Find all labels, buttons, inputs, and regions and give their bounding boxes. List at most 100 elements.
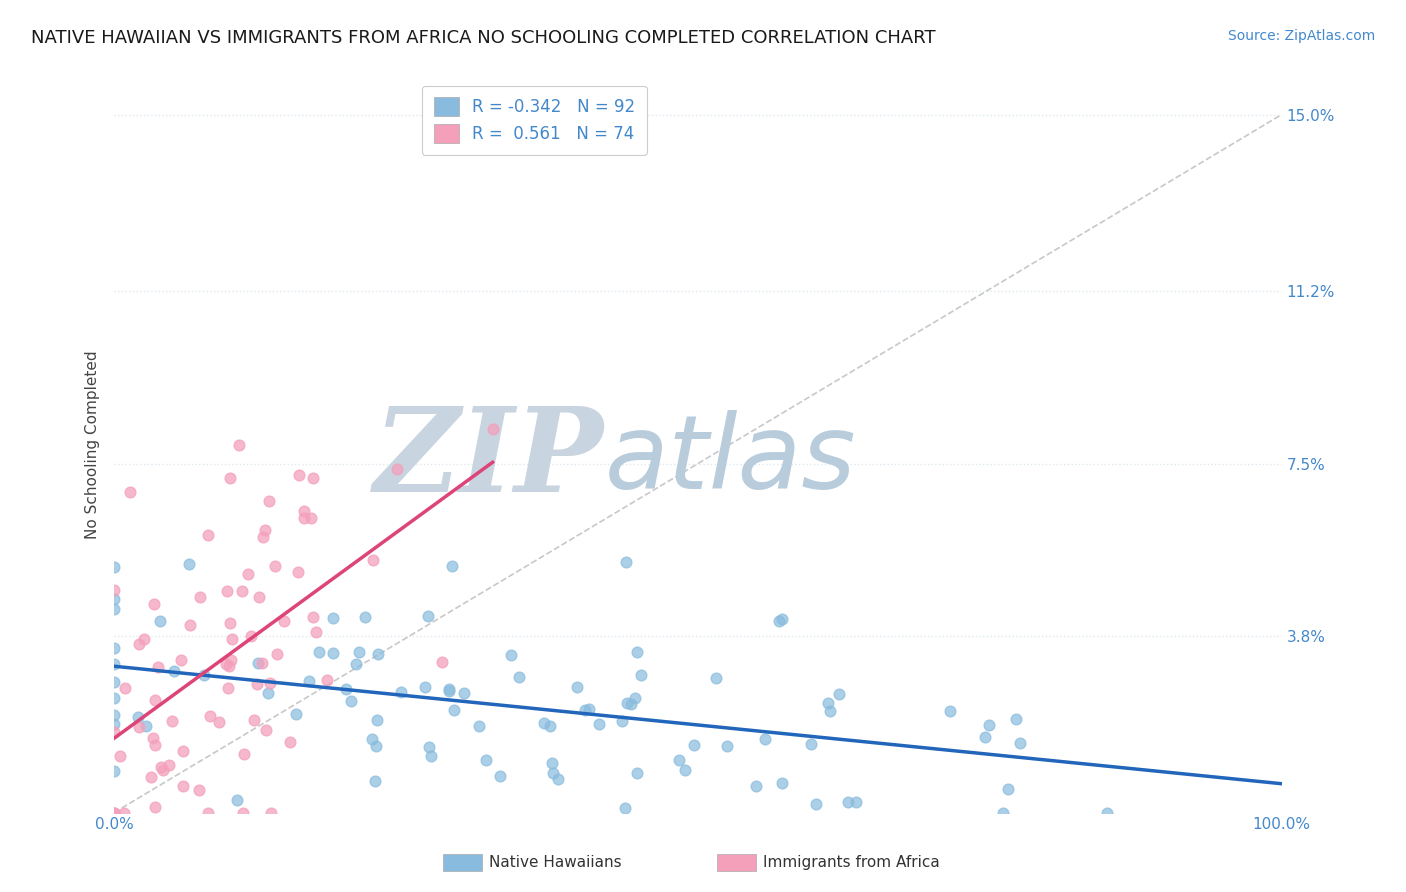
Point [225,793,247,807]
Point [547,772,569,786]
Point [315,673,337,688]
Point [172,744,194,758]
Point [247,591,270,605]
Point [704,672,727,686]
Point [218,615,240,630]
Point [475,753,498,767]
Point [103,592,125,607]
Point [149,615,172,629]
Point [806,797,828,812]
Point [135,719,157,733]
Point [413,680,436,694]
Point [302,610,325,624]
Point [217,681,239,696]
Point [308,645,330,659]
Point [103,675,125,690]
Point [991,805,1014,820]
Point [818,704,841,718]
Point [828,687,851,701]
Point [127,710,149,724]
Point [197,528,219,542]
Text: atlas: atlas [605,409,856,509]
Point [103,717,125,731]
Point [103,602,125,616]
Point [364,773,387,788]
Point [845,795,868,809]
Text: Immigrants from Africa: Immigrants from Africa [763,855,941,870]
Point [264,558,287,573]
Point [236,566,259,581]
Point [385,462,408,476]
Point [103,764,125,778]
Point [588,717,610,731]
Point [363,553,385,567]
Point [1095,805,1118,820]
Point [219,471,242,485]
Point [440,558,463,573]
Point [179,618,201,632]
Point [139,770,162,784]
Point [150,760,173,774]
Point [193,667,215,681]
Point [152,763,174,777]
Point [616,696,638,710]
Point [682,739,704,753]
Point [481,422,503,436]
Point [299,510,322,524]
Point [335,681,357,696]
Point [364,739,387,753]
Point [353,610,375,624]
Point [157,757,180,772]
Point [273,614,295,628]
Point [103,708,125,723]
Point [163,664,186,678]
Point [501,648,523,662]
Point [145,800,167,814]
Point [172,779,194,793]
Point [800,737,823,751]
Point [134,632,156,646]
Point [240,629,263,643]
Point [112,805,135,820]
Point [340,694,363,708]
Point [146,660,169,674]
Point [1010,735,1032,749]
Point [169,653,191,667]
Point [770,612,793,626]
Point [243,713,266,727]
Point [221,632,243,647]
Point [754,732,776,747]
Point [103,805,125,820]
Point [254,723,277,738]
Point [215,657,238,672]
Point [198,708,221,723]
Point [228,438,250,452]
Point [287,565,309,579]
Text: NATIVE HAWAIIAN VS IMMIGRANTS FROM AFRICA NO SCHOOLING COMPLETED CORRELATION CHA: NATIVE HAWAIIAN VS IMMIGRANTS FROM AFRIC… [31,29,935,46]
Point [278,735,301,749]
Point [187,782,209,797]
Point [114,681,136,695]
Point [489,769,512,783]
Point [250,656,273,670]
Point [247,656,270,670]
Point [103,640,125,655]
Text: Native Hawaiians: Native Hawaiians [489,855,621,870]
Point [298,674,321,689]
Point [253,523,276,537]
Point [197,805,219,820]
Point [614,555,637,569]
Point [288,468,311,483]
Point [292,511,315,525]
Point [366,713,388,727]
Point [538,719,561,733]
Point [257,686,280,700]
Point [360,731,382,746]
Point [266,648,288,662]
Point [744,779,766,793]
Point [143,693,166,707]
Point [620,698,643,712]
Point [977,718,1000,732]
Point [103,805,125,820]
Point [367,648,389,662]
